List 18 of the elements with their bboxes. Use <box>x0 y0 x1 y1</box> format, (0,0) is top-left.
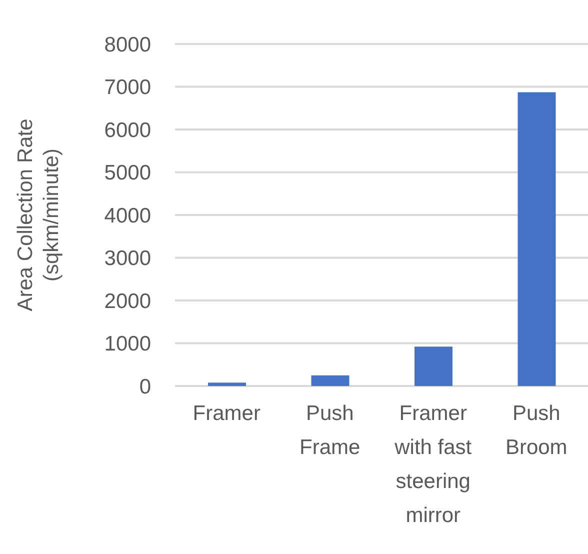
y-tick-label: 2000 <box>104 290 151 313</box>
bar <box>518 92 556 386</box>
y-tick-label: 1000 <box>104 332 151 356</box>
bar <box>311 375 350 386</box>
y-tick-label: 7000 <box>104 76 151 100</box>
y-tick-label: 3000 <box>104 247 151 270</box>
y-tick-label: 4000 <box>104 204 151 228</box>
y-tick-label: 5000 <box>104 162 151 185</box>
bar <box>414 346 452 386</box>
x-tick-label: Framer <box>192 402 260 425</box>
x-tick-label: Push Frame <box>300 402 360 459</box>
y-axis-title: Area Collection Rate (sqkm/minute) <box>14 118 63 312</box>
y-tick-label: 0 <box>139 375 151 398</box>
bar <box>208 382 246 386</box>
y-tick-label: 8000 <box>104 33 151 56</box>
y-tick-label: 6000 <box>104 118 151 142</box>
x-tick-label: Framer with fast steering mirror <box>394 402 472 527</box>
x-tick-label: Push Broom <box>505 402 568 459</box>
